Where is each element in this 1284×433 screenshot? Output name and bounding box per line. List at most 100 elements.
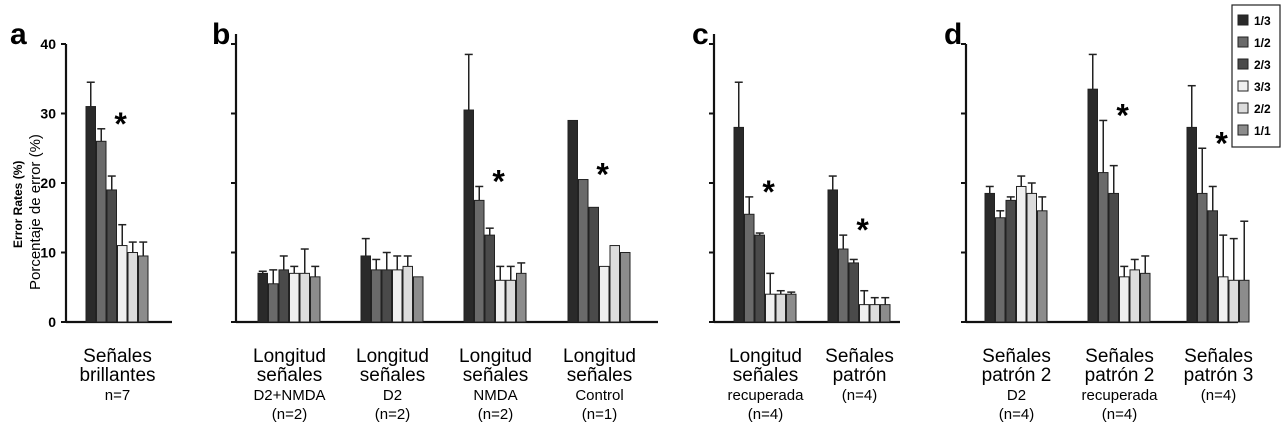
group-label-line: Longitud (563, 346, 636, 367)
group-label-line: señales (567, 365, 633, 386)
bar-3-3 (765, 293, 776, 323)
group-label-line: (n=2) (375, 406, 410, 423)
bar-1-1 (880, 304, 891, 323)
legend-label: 2/3 (1254, 58, 1271, 72)
group-label-line: D2 (383, 387, 402, 404)
bar-3-3 (1016, 185, 1027, 323)
bar-3-3 (392, 269, 403, 323)
bar-1-2 (371, 269, 382, 323)
group-label-line: recuperada (728, 387, 805, 404)
bar-2-3 (1108, 192, 1119, 323)
group-label-line: (n=2) (272, 406, 307, 423)
bar-group: * (1186, 84, 1250, 323)
group-label-line: Longitud (459, 346, 532, 367)
bar-2-3 (588, 206, 599, 323)
bar-1-2 (995, 217, 1006, 323)
significance-star: * (1116, 97, 1129, 133)
significance-star: * (762, 174, 775, 210)
bar-1-3 (567, 119, 578, 323)
bar-1-2 (268, 283, 279, 323)
group-label-line: señales (733, 365, 799, 386)
bar-2-2 (505, 279, 516, 323)
group-label-line: Longitud (356, 346, 429, 367)
bar-2-2 (775, 293, 786, 323)
bar-1-3 (733, 126, 744, 323)
bar-1-3 (984, 192, 995, 323)
y-axis-label: Error Rates (%) (11, 161, 25, 248)
y-axis-sublabel: Porcentaje de error (%) (27, 134, 44, 290)
group-label-line: NMDA (473, 387, 517, 404)
bar-2-2 (1228, 279, 1239, 323)
bar-2-2 (869, 304, 880, 323)
bar-3-3 (1218, 276, 1229, 323)
group-label-line: patrón 3 (1184, 365, 1254, 386)
bar-2-3 (1005, 199, 1016, 323)
bar-group: * (567, 119, 631, 323)
bar-1-2 (578, 179, 589, 323)
legend-swatch (1237, 80, 1249, 92)
legend-label: 1/1 (1254, 124, 1271, 138)
group-label-line: recuperada (1082, 387, 1159, 404)
group-label-line: Longitud (729, 346, 802, 367)
group-label-line: Señales (825, 346, 894, 367)
bar-group (360, 237, 424, 323)
bar-1-1 (1140, 272, 1151, 323)
bar-3-3 (117, 245, 128, 323)
group-label-line: señales (257, 365, 323, 386)
y-tick-label: 0 (48, 314, 56, 330)
panel-letter: a (10, 18, 27, 51)
bar-1-3 (827, 189, 838, 323)
bar-2-2 (1026, 192, 1037, 323)
legend-label: 1/3 (1254, 14, 1271, 28)
bar-2-2 (127, 252, 138, 323)
bar-2-2 (609, 245, 620, 323)
group-label-line: D2+NMDA (253, 387, 325, 404)
group-label-line: n=7 (105, 387, 130, 404)
group-label-line: D2 (1007, 387, 1026, 404)
bar-1-1 (310, 276, 321, 323)
bar-1-2 (96, 140, 107, 323)
group-label-line: (n=4) (1201, 387, 1236, 404)
bar-1-2 (1197, 192, 1208, 323)
bar-2-3 (278, 269, 289, 323)
bar-1-1 (138, 255, 149, 323)
group-label-line: Control (575, 387, 623, 404)
group-label-line: patrón 2 (1085, 365, 1155, 386)
legend-swatch (1237, 14, 1249, 26)
legend-swatch (1237, 36, 1249, 48)
bar-1-3 (463, 109, 474, 323)
bar-group: * (1087, 53, 1151, 323)
bar-2-3 (848, 262, 859, 323)
panel-b: bLongitudseñalesD2+NMDA(n=2)Longitudseña… (212, 18, 658, 423)
bar-1-1 (413, 276, 424, 323)
y-tick-label: 10 (40, 245, 56, 261)
bar-group: * (85, 81, 149, 323)
bar-2-2 (402, 265, 413, 323)
bar-1-1 (620, 252, 631, 323)
bar-1-3 (1186, 126, 1197, 323)
panel-letter: c (692, 18, 709, 51)
legend-box (1231, 4, 1281, 148)
group-label-line: (n=4) (1102, 406, 1137, 423)
bar-1-3 (1087, 88, 1098, 323)
legend-swatch (1237, 58, 1249, 70)
bar-3-3 (599, 265, 610, 323)
panel-letter: d (944, 18, 962, 51)
legend-swatch (1237, 124, 1249, 136)
bar-3-3 (495, 279, 506, 323)
significance-star: * (596, 157, 609, 193)
legend-label: 2/2 (1254, 102, 1271, 116)
bar-1-1 (1037, 210, 1048, 323)
significance-star: * (856, 212, 869, 248)
legend-label: 3/3 (1254, 80, 1271, 94)
legend: 1/3 1/2 2/3 3/3 2/2 1/1 (1231, 4, 1281, 148)
significance-star: * (1215, 125, 1228, 161)
bar-group: * (827, 175, 891, 323)
group-label-line: (n=4) (999, 406, 1034, 423)
group-label-line: patrón 2 (982, 365, 1052, 386)
bar-1-2 (838, 248, 849, 323)
bar-1-2 (744, 213, 755, 323)
bar-1-1 (516, 272, 527, 323)
